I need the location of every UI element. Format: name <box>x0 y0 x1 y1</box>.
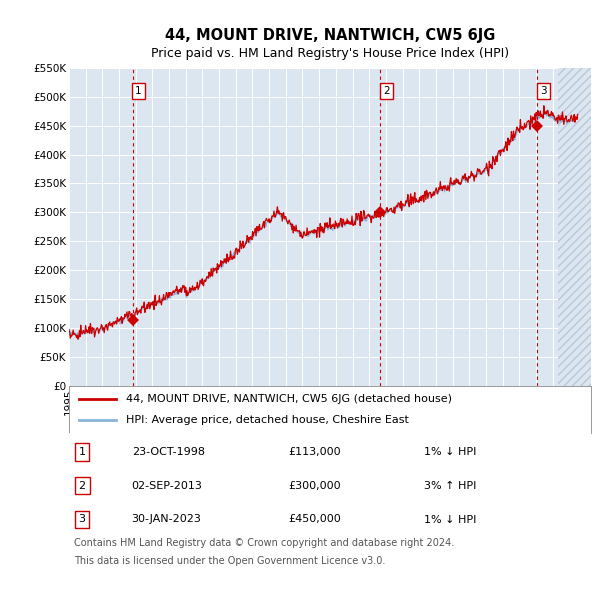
Text: 2: 2 <box>79 481 86 491</box>
Text: 1% ↓ HPI: 1% ↓ HPI <box>424 514 476 525</box>
Text: This data is licensed under the Open Government Licence v3.0.: This data is licensed under the Open Gov… <box>74 556 386 566</box>
Text: 23-OCT-1998: 23-OCT-1998 <box>131 447 205 457</box>
Text: HPI: Average price, detached house, Cheshire East: HPI: Average price, detached house, Ches… <box>127 415 409 425</box>
Text: 3: 3 <box>79 514 86 525</box>
Text: Price paid vs. HM Land Registry's House Price Index (HPI): Price paid vs. HM Land Registry's House … <box>151 47 509 60</box>
Text: 44, MOUNT DRIVE, NANTWICH, CW5 6JG: 44, MOUNT DRIVE, NANTWICH, CW5 6JG <box>165 28 495 43</box>
Text: 30-JAN-2023: 30-JAN-2023 <box>131 514 202 525</box>
Text: £450,000: £450,000 <box>288 514 341 525</box>
Text: 02-SEP-2013: 02-SEP-2013 <box>131 481 203 491</box>
Text: 1: 1 <box>79 447 86 457</box>
Text: 1% ↓ HPI: 1% ↓ HPI <box>424 447 476 457</box>
Text: 2: 2 <box>383 86 389 96</box>
Text: £300,000: £300,000 <box>288 481 341 491</box>
Text: £113,000: £113,000 <box>288 447 341 457</box>
Text: 44, MOUNT DRIVE, NANTWICH, CW5 6JG (detached house): 44, MOUNT DRIVE, NANTWICH, CW5 6JG (deta… <box>127 394 452 404</box>
Text: 3: 3 <box>540 86 547 96</box>
Text: Contains HM Land Registry data © Crown copyright and database right 2024.: Contains HM Land Registry data © Crown c… <box>74 537 454 548</box>
Text: 1: 1 <box>135 86 142 96</box>
Text: 3% ↑ HPI: 3% ↑ HPI <box>424 481 476 491</box>
